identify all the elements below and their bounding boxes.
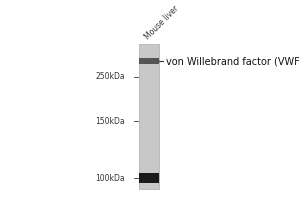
Text: 100kDa: 100kDa (95, 174, 125, 183)
Bar (139, 173, 159, 183)
Bar (139, 44, 159, 189)
Text: Mouse liver: Mouse liver (143, 4, 180, 41)
Text: 250kDa: 250kDa (95, 72, 125, 81)
Text: von Willebrand factor (VWF): von Willebrand factor (VWF) (166, 56, 300, 66)
Text: 150kDa: 150kDa (95, 117, 125, 126)
Bar (139, 58, 159, 64)
